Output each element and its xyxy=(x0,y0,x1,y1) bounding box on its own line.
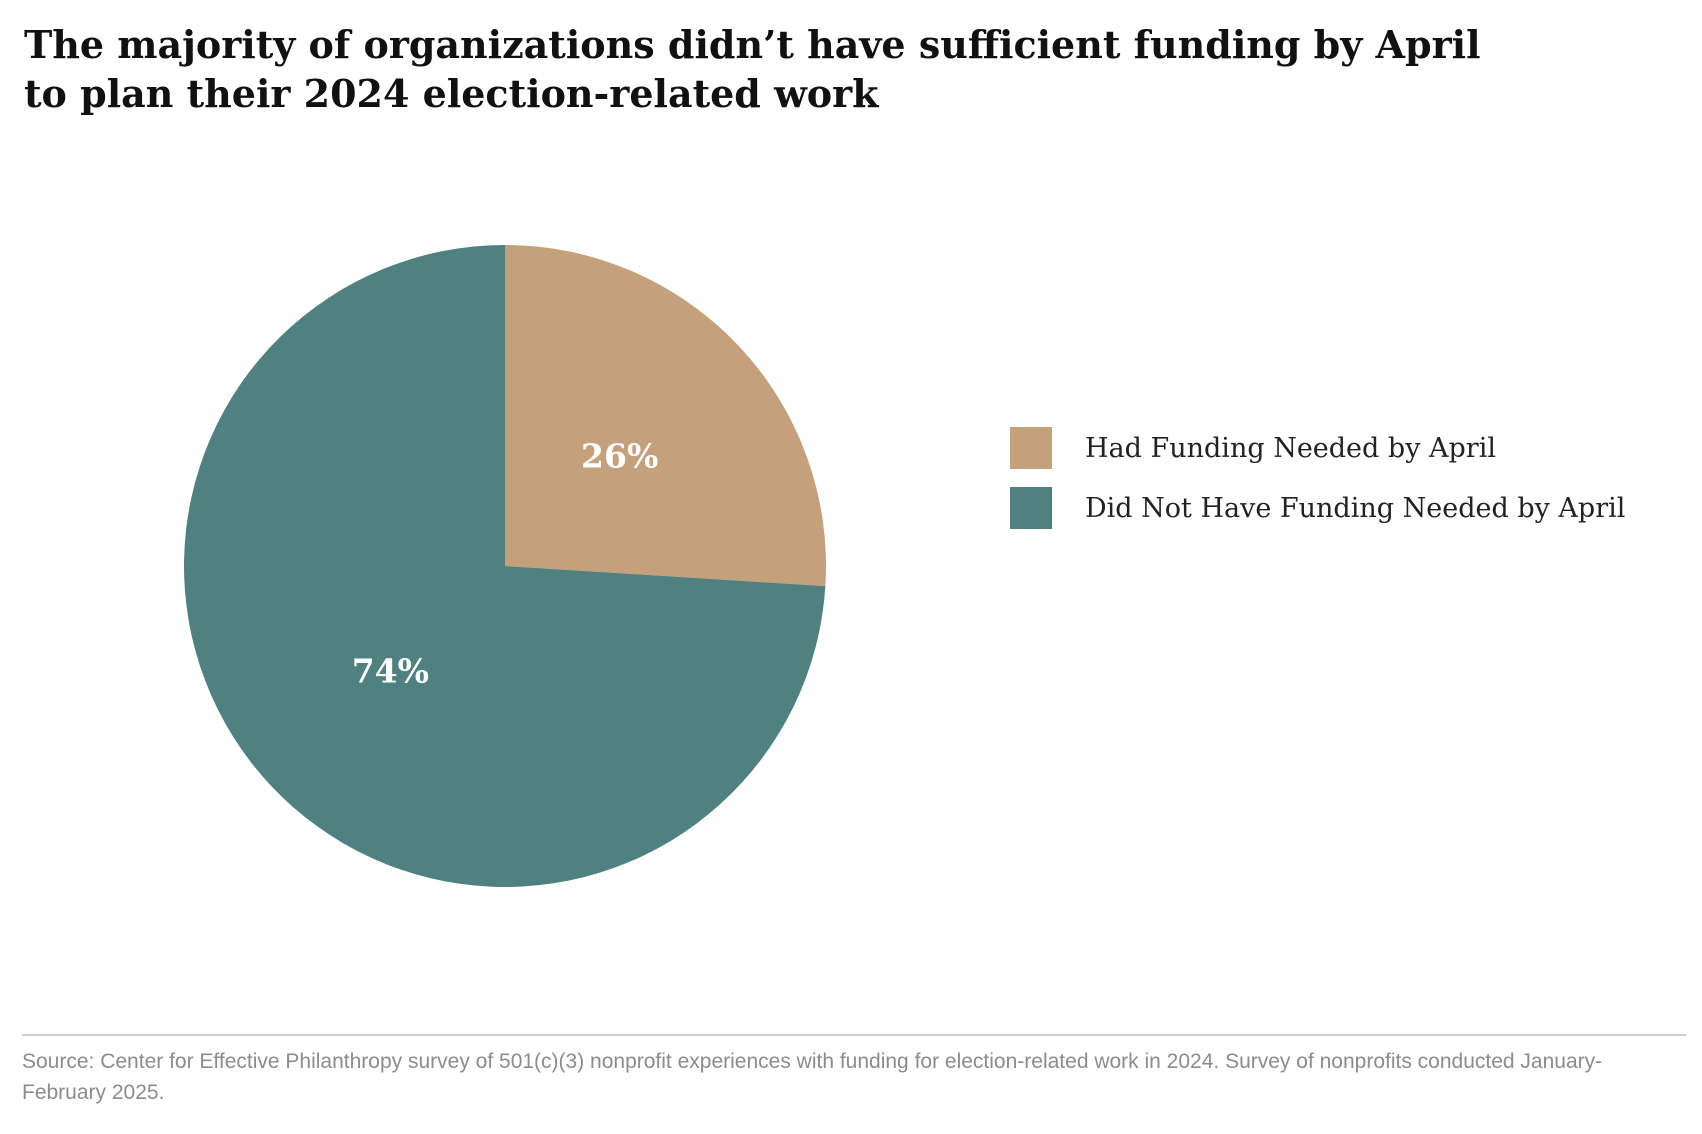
source-note: Source: Center for Effective Philanthrop… xyxy=(22,1050,1603,1104)
pie-label-no-funding: 74% xyxy=(352,652,429,691)
pie-chart: 26% 74% xyxy=(183,245,826,888)
legend-item-had-funding: Had Funding Needed by April xyxy=(1010,427,1625,469)
legend: Had Funding Needed by April Did Not Have… xyxy=(1010,427,1625,547)
chart-title: The majority of organizations didn’t hav… xyxy=(24,22,1481,116)
pie-slice-labels: 26% 74% xyxy=(352,436,659,690)
pie-slice-no-funding xyxy=(183,245,826,888)
legend-swatch-no-funding xyxy=(1010,487,1052,529)
pie-label-had-funding: 26% xyxy=(581,436,658,475)
footer-divider xyxy=(22,1034,1686,1036)
legend-swatch-had-funding xyxy=(1010,427,1052,469)
pie-slices xyxy=(183,245,826,888)
legend-label-no-funding: Did Not Have Funding Needed by April xyxy=(1085,492,1626,524)
legend-item-no-funding: Did Not Have Funding Needed by April xyxy=(1010,487,1625,529)
pie-slice-had-funding xyxy=(505,245,826,587)
legend-label-had-funding: Had Funding Needed by April xyxy=(1085,432,1496,464)
